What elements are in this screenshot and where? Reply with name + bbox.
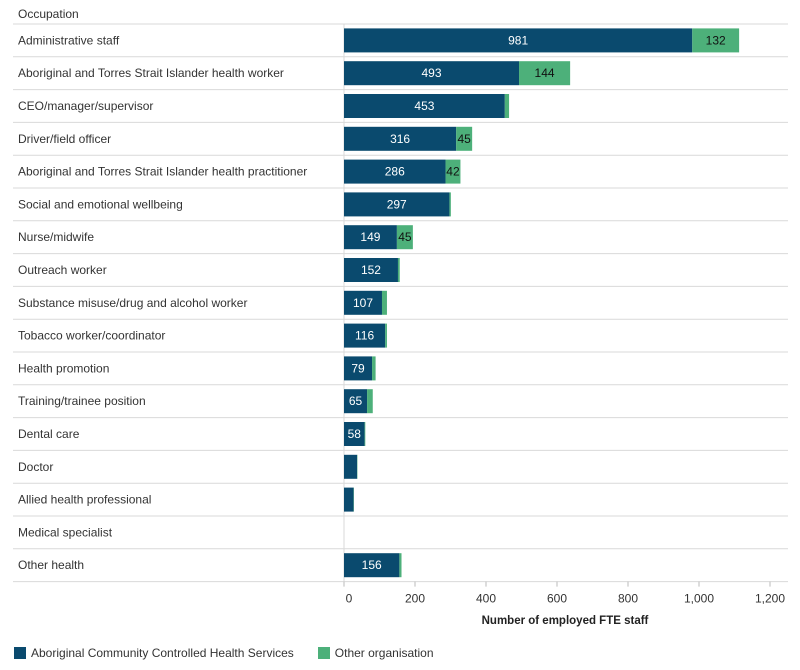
value-label-acchs: 493 xyxy=(421,66,441,80)
category-label: Social and emotional wellbeing xyxy=(18,197,183,211)
value-label-acchs: 79 xyxy=(351,361,365,375)
value-label-acchs: 149 xyxy=(360,230,380,244)
category-label: Driver/field officer xyxy=(18,132,111,146)
value-label-acchs: 297 xyxy=(387,197,407,211)
x-axis-title: Number of employed FTE staff xyxy=(482,615,649,627)
bar-acchs xyxy=(344,553,400,578)
bar-other xyxy=(367,389,373,414)
value-label-acchs: 156 xyxy=(362,558,382,572)
legend-item-other: Other organisation xyxy=(317,646,434,660)
category-label: CEO/manager/supervisor xyxy=(18,99,153,113)
x-tick-label: 0 xyxy=(346,592,353,606)
bar-other xyxy=(456,126,473,151)
bar-acchs xyxy=(344,192,450,217)
category-label: Doctor xyxy=(18,460,53,474)
legend-label-acchs: Aboriginal Community Controlled Health S… xyxy=(31,646,294,660)
category-label: Medical specialist xyxy=(18,525,113,539)
value-label-acchs: 152 xyxy=(361,263,381,277)
x-tick-label: 400 xyxy=(476,592,496,606)
bar-acchs xyxy=(344,422,365,446)
bar-acchs xyxy=(344,225,397,250)
category-label: Tobacco worker/coordinator xyxy=(18,329,165,343)
x-tick-label: 800 xyxy=(618,592,638,606)
bar-acchs xyxy=(344,258,398,282)
bar-acchs xyxy=(344,454,358,479)
category-label: Dental care xyxy=(18,427,80,441)
bar-acchs xyxy=(344,356,373,381)
bar-other xyxy=(449,192,451,217)
category-label: Allied health professional xyxy=(18,493,151,507)
x-tick-label: 1,000 xyxy=(684,592,714,606)
bar-acchs xyxy=(344,159,446,184)
category-label: Other health xyxy=(18,558,84,572)
value-label-acchs: 286 xyxy=(385,165,405,179)
value-label-other: 132 xyxy=(706,33,726,47)
legend: Aboriginal Community Controlled Health S… xyxy=(14,646,458,660)
bar-other xyxy=(364,422,366,446)
bar-other xyxy=(519,61,571,86)
legend-swatch-acchs xyxy=(14,647,26,659)
occupation-header: Occupation xyxy=(18,7,79,21)
bar-acchs xyxy=(344,389,368,414)
legend-label-other: Other organisation xyxy=(334,646,434,660)
category-label: Aboriginal and Torres Strait Islander he… xyxy=(18,66,284,80)
category-label: Nurse/midwife xyxy=(18,230,94,244)
bar-acchs xyxy=(344,323,386,348)
bar-acchs xyxy=(344,290,382,315)
bar-other xyxy=(399,553,402,578)
value-label-acchs: 58 xyxy=(348,427,362,441)
bar-other xyxy=(504,94,510,118)
value-label-acchs: 65 xyxy=(349,394,363,408)
bar-other xyxy=(396,225,413,250)
bar-other xyxy=(372,356,376,381)
category-label: Aboriginal and Torres Strait Islander he… xyxy=(18,165,307,179)
x-tick-label: 1,200 xyxy=(755,592,785,606)
bar-other xyxy=(397,258,400,282)
category-label: Administrative staff xyxy=(18,33,120,47)
bar-acchs xyxy=(344,61,520,86)
value-label-acchs: 453 xyxy=(414,99,434,113)
category-label: Health promotion xyxy=(18,361,109,375)
bar-other xyxy=(385,323,387,348)
bar-other xyxy=(692,28,740,53)
category-label: Training/trainee position xyxy=(18,394,146,408)
bar-other xyxy=(381,290,387,315)
category-label: Outreach worker xyxy=(18,263,107,277)
value-label-acchs: 107 xyxy=(353,296,373,310)
legend-item-acchs: Aboriginal Community Controlled Health S… xyxy=(14,646,294,660)
x-tick-label: 600 xyxy=(547,592,567,606)
category-label: Substance misuse/drug and alcohol worker xyxy=(18,296,247,310)
value-label-other: 42 xyxy=(446,165,460,179)
value-label-acchs: 981 xyxy=(508,33,528,47)
bar-acchs xyxy=(344,94,505,118)
bar-acchs xyxy=(344,487,354,512)
value-label-acchs: 116 xyxy=(355,329,374,343)
value-label-acchs: 316 xyxy=(390,132,410,146)
bar-other xyxy=(445,159,461,184)
bar-acchs xyxy=(344,28,693,53)
value-label-other: 45 xyxy=(398,230,412,244)
legend-swatch-other xyxy=(317,647,330,659)
bar-acchs xyxy=(344,126,457,151)
x-tick-label: 200 xyxy=(405,592,425,606)
value-label-other: 45 xyxy=(457,132,471,146)
value-label-other: 144 xyxy=(535,66,555,80)
